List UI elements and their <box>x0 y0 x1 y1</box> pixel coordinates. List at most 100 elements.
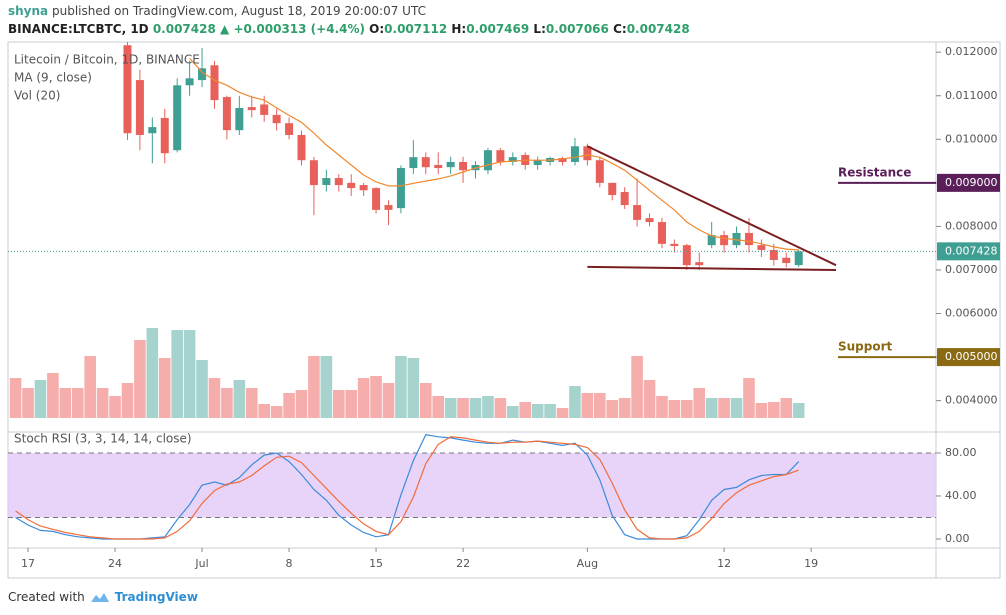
candle-body <box>222 97 231 131</box>
candle-body <box>558 158 567 162</box>
x-tick-label: 19 <box>804 557 818 570</box>
volume-bar <box>370 376 382 418</box>
volume-bar <box>556 408 569 418</box>
candle-body <box>794 251 803 266</box>
ma-line <box>189 57 799 251</box>
candle-body <box>198 68 207 81</box>
change: +0.000313 (+4.4%) <box>233 22 365 36</box>
legend-ma: MA (9, close) <box>14 71 92 85</box>
ohlc-key: O: <box>369 22 385 36</box>
volume-bar <box>768 402 780 418</box>
candle-body <box>732 232 741 246</box>
candle-body <box>372 188 381 210</box>
volume-bar <box>718 398 730 418</box>
candle-body <box>446 161 455 168</box>
footer-brand[interactable]: TradingView <box>114 590 198 604</box>
candle-body <box>508 157 517 162</box>
x-tick-label: 22 <box>456 557 470 570</box>
volume-bar <box>171 330 183 418</box>
candle-body <box>583 146 592 161</box>
volume-bar <box>531 404 544 418</box>
volume-bar <box>109 396 121 418</box>
author[interactable]: shyna <box>8 4 49 18</box>
volume-bar <box>158 358 171 418</box>
ohlc-key: L: <box>533 22 546 36</box>
volume-bar <box>22 388 34 418</box>
candle-body <box>757 245 766 250</box>
volume-bar <box>208 378 221 418</box>
y-tick-label: 0.011000 <box>945 89 998 102</box>
stoch-title: Stoch RSI (3, 3, 14, 14, close) <box>14 432 192 446</box>
volume-bar <box>183 330 196 418</box>
volume-bar <box>419 383 432 418</box>
volume-bar <box>519 402 532 418</box>
volume-bar <box>482 396 494 418</box>
logo <box>90 593 109 602</box>
volume-bar <box>357 378 370 418</box>
level-label: 0.009000 <box>945 176 998 189</box>
arrow: ▲ <box>220 22 230 36</box>
volume-bar <box>134 340 146 418</box>
volume-bar <box>469 398 482 418</box>
volume-bar <box>34 380 47 418</box>
chart: 0.004000 0.005000 0.006000 0.007000 0.008000… <box>7 41 1001 579</box>
y-tick-label: 0.007000 <box>945 263 998 276</box>
volume-bar <box>258 404 270 418</box>
volume-bar <box>792 403 805 418</box>
ohlc-key: C: <box>613 22 627 36</box>
y-tick-label: 0.012000 <box>945 45 998 58</box>
x-tick-label: 24 <box>108 557 122 570</box>
candle-body <box>297 134 306 161</box>
volume-bar <box>395 356 407 418</box>
volume-bar <box>755 403 768 418</box>
candle-body <box>459 161 468 171</box>
candle-body <box>595 160 604 183</box>
volume-bar <box>668 400 681 418</box>
volume-bar <box>606 400 619 418</box>
volume-bar <box>245 388 258 418</box>
candle-body <box>707 235 716 246</box>
candle-body <box>359 185 368 191</box>
candle-body <box>123 45 132 134</box>
volume-bar <box>270 406 283 418</box>
candle-body <box>782 257 791 264</box>
stoch-line <box>15 436 799 540</box>
candle-body <box>744 232 753 246</box>
y-tick-label: 80.00 <box>945 446 977 459</box>
y-tick-label: 0.00 <box>945 532 970 545</box>
ohlc-value: 0.007066 <box>545 22 609 36</box>
last-price-label: 0.007428 <box>945 244 998 257</box>
y-tick-label: 0.010000 <box>945 132 998 145</box>
symbol: BINANCE:LTCBTC, 1D <box>8 22 149 36</box>
y-tick-label: 0.004000 <box>945 394 998 407</box>
candle-body <box>608 182 617 196</box>
volume-bar <box>581 393 594 418</box>
candle-body <box>682 245 691 266</box>
volume-bar <box>631 356 643 418</box>
ohlc-value: 0.007112 <box>384 22 448 36</box>
level-box <box>937 348 1000 367</box>
volume-bar <box>681 400 693 418</box>
stoch-band <box>8 452 936 518</box>
candle-body <box>135 80 144 135</box>
ohlc-value: 0.007469 <box>466 22 530 36</box>
candle-body <box>309 160 318 186</box>
x-tick-label: 8 <box>286 557 293 570</box>
volume-bar <box>233 380 246 418</box>
volume-bar <box>507 406 519 418</box>
main-plot <box>9 42 805 418</box>
y-tick-label: 0.006000 <box>945 307 998 320</box>
volume-bar <box>96 388 109 418</box>
chart-title: Litecoin / Bitcoin, 1D, BINANCE <box>14 53 200 67</box>
candle-body <box>247 107 256 111</box>
candle-body <box>210 65 219 101</box>
volume-bar <box>382 383 395 418</box>
candle-body <box>434 165 443 169</box>
candle-body <box>322 178 331 186</box>
candle-body <box>185 78 194 86</box>
trendline <box>587 265 836 271</box>
candle-body <box>769 249 778 260</box>
volume-bar <box>457 398 469 418</box>
footer: Created with TradingView <box>8 590 198 604</box>
